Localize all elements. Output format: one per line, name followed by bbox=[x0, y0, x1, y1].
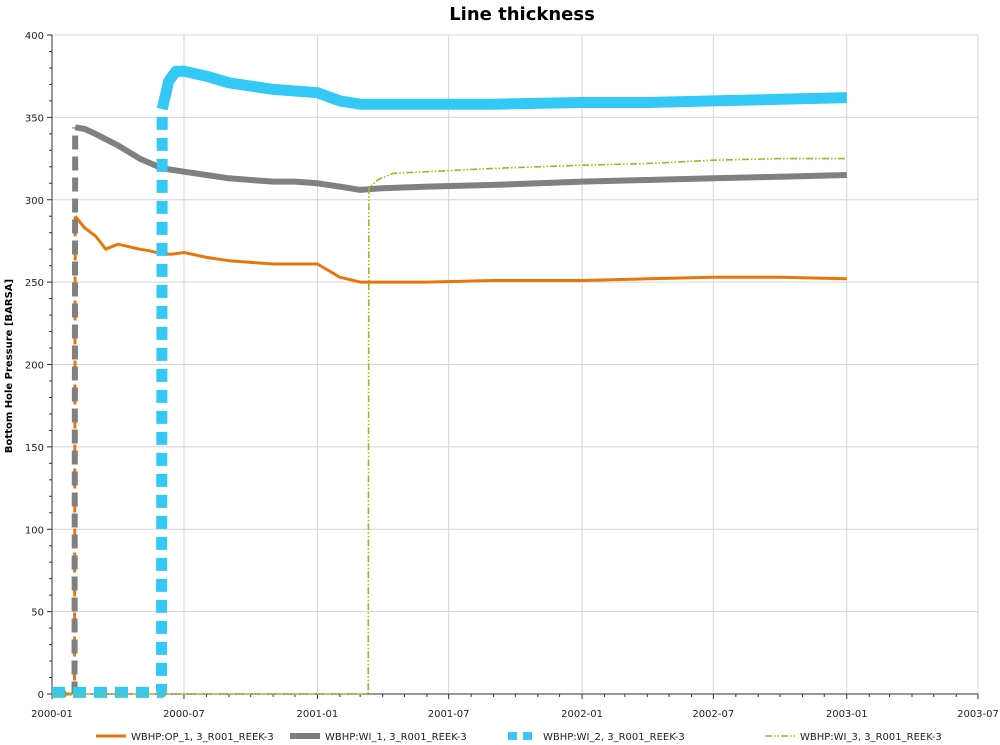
legend: WBHP:OP_1, 3_R001_REEK-3 WBHP:WI_1, 3_R00… bbox=[96, 732, 942, 743]
y-tick-label: 50 bbox=[31, 608, 44, 619]
series-line-1 bbox=[74, 215, 847, 284]
series-line-3 bbox=[156, 65, 847, 111]
x-tick-label: 2001-01 bbox=[297, 709, 339, 720]
series-line-3-dashed bbox=[52, 109, 168, 698]
x-tick-label: 2003-01 bbox=[826, 709, 868, 720]
y-tick-label: 0 bbox=[38, 690, 44, 701]
x-tick-label: 2000-07 bbox=[163, 709, 205, 720]
y-axis-title: Bottom Hole Pressure [BARSA] bbox=[4, 279, 15, 453]
x-tick-label: 2000-01 bbox=[31, 709, 73, 720]
y-tick-label: 100 bbox=[25, 525, 44, 536]
series-line-4-dashed bbox=[52, 157, 847, 695]
series-line-2 bbox=[74, 124, 847, 193]
x-tick-label: 2003-07 bbox=[957, 709, 999, 720]
legend-label-4: WBHP:WI_3, 3_R001_REEK-3 bbox=[800, 732, 942, 743]
y-tick-label: 300 bbox=[25, 196, 44, 207]
y-tick-label: 400 bbox=[25, 31, 44, 42]
x-tick-label: 2001-07 bbox=[428, 709, 470, 720]
legend-label-3: WBHP:WI_2, 3_R001_REEK-3 bbox=[543, 732, 685, 743]
x-tick-label: 2002-01 bbox=[561, 709, 603, 720]
y-tick-label: 200 bbox=[25, 361, 44, 372]
legend-label-1: WBHP:OP_1, 3_R001_REEK-3 bbox=[131, 732, 274, 743]
legend-label-2: WBHP:WI_1, 3_R001_REEK-3 bbox=[325, 732, 467, 743]
series-lines bbox=[52, 65, 847, 698]
y-tick-label: 350 bbox=[25, 113, 44, 124]
y-tick-label: 150 bbox=[25, 443, 44, 454]
y-tick-label: 250 bbox=[25, 278, 44, 289]
chart-title: Line thickness bbox=[449, 4, 595, 25]
x-tick-label: 2002-07 bbox=[692, 709, 734, 720]
grid bbox=[51, 34, 979, 695]
